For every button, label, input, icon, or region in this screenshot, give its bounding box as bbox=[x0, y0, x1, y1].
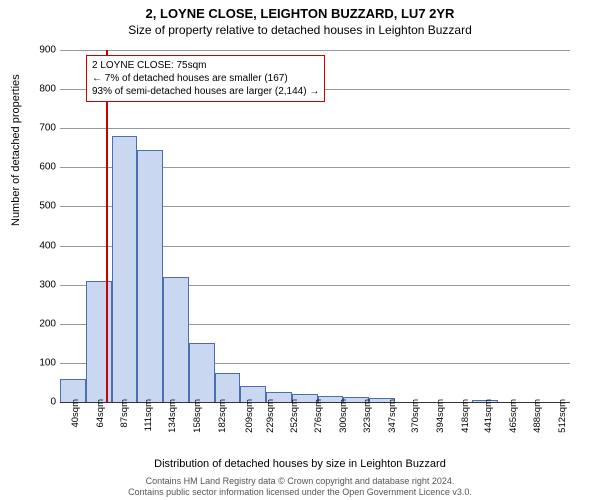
x-tick-label: 158sqm bbox=[192, 399, 203, 449]
title-main: 2, LOYNE CLOSE, LEIGHTON BUZZARD, LU7 2Y… bbox=[0, 0, 600, 21]
x-tick-label: 512sqm bbox=[557, 399, 568, 449]
x-tick-label: 347sqm bbox=[387, 399, 398, 449]
x-tick-label: 87sqm bbox=[119, 399, 130, 449]
y-tick-label: 600 bbox=[26, 162, 56, 173]
x-tick-label: 394sqm bbox=[435, 399, 446, 449]
y-tick-label: 400 bbox=[26, 240, 56, 251]
x-tick-label: 252sqm bbox=[289, 399, 300, 449]
y-tick-label: 800 bbox=[26, 84, 56, 95]
histogram-bar bbox=[112, 136, 138, 402]
x-tick-label: 276sqm bbox=[313, 399, 324, 449]
chart-container: 2, LOYNE CLOSE, LEIGHTON BUZZARD, LU7 2Y… bbox=[0, 0, 600, 500]
histogram-plot: 010020030040050060070080090040sqm64sqm87… bbox=[60, 50, 570, 403]
x-tick-label: 209sqm bbox=[244, 399, 255, 449]
y-tick-label: 200 bbox=[26, 318, 56, 329]
x-tick-label: 40sqm bbox=[70, 399, 81, 449]
histogram-bar bbox=[163, 277, 189, 402]
x-tick-label: 418sqm bbox=[460, 399, 471, 449]
x-tick-label: 64sqm bbox=[95, 399, 106, 449]
y-tick-label: 900 bbox=[26, 45, 56, 56]
x-tick-label: 300sqm bbox=[338, 399, 349, 449]
histogram-bar bbox=[215, 373, 241, 402]
histogram-bar bbox=[137, 150, 163, 402]
y-axis-label: Number of detached properties bbox=[10, 74, 22, 226]
x-tick-label: 229sqm bbox=[265, 399, 276, 449]
x-tick-label: 441sqm bbox=[483, 399, 494, 449]
y-tick-label: 500 bbox=[26, 201, 56, 212]
x-tick-label: 465sqm bbox=[508, 399, 519, 449]
footer-line2: Contains public sector information licen… bbox=[0, 487, 600, 498]
x-tick-label: 111sqm bbox=[143, 399, 154, 449]
grid-line bbox=[60, 128, 570, 129]
x-tick-label: 488sqm bbox=[532, 399, 543, 449]
x-axis-label: Distribution of detached houses by size … bbox=[0, 458, 600, 470]
marker-vline bbox=[106, 50, 108, 402]
x-tick-label: 323sqm bbox=[362, 399, 373, 449]
y-tick-label: 300 bbox=[26, 279, 56, 290]
annotation-box: 2 LOYNE CLOSE: 75sqm← 7% of detached hou… bbox=[86, 55, 325, 102]
annotation-line3: 93% of semi-detached houses are larger (… bbox=[92, 85, 319, 98]
grid-line bbox=[60, 50, 570, 51]
x-tick-label: 182sqm bbox=[217, 399, 228, 449]
histogram-bar bbox=[189, 343, 215, 402]
annotation-line2: ← 7% of detached houses are smaller (167… bbox=[92, 72, 319, 85]
x-tick-label: 370sqm bbox=[410, 399, 421, 449]
y-tick-label: 100 bbox=[26, 357, 56, 368]
title-sub: Size of property relative to detached ho… bbox=[0, 21, 600, 37]
annotation-line1: 2 LOYNE CLOSE: 75sqm bbox=[92, 59, 319, 72]
y-tick-label: 0 bbox=[26, 397, 56, 408]
y-tick-label: 700 bbox=[26, 123, 56, 134]
footer-attribution: Contains HM Land Registry data © Crown c… bbox=[0, 476, 600, 499]
x-tick-label: 134sqm bbox=[167, 399, 178, 449]
footer-line1: Contains HM Land Registry data © Crown c… bbox=[0, 476, 600, 487]
